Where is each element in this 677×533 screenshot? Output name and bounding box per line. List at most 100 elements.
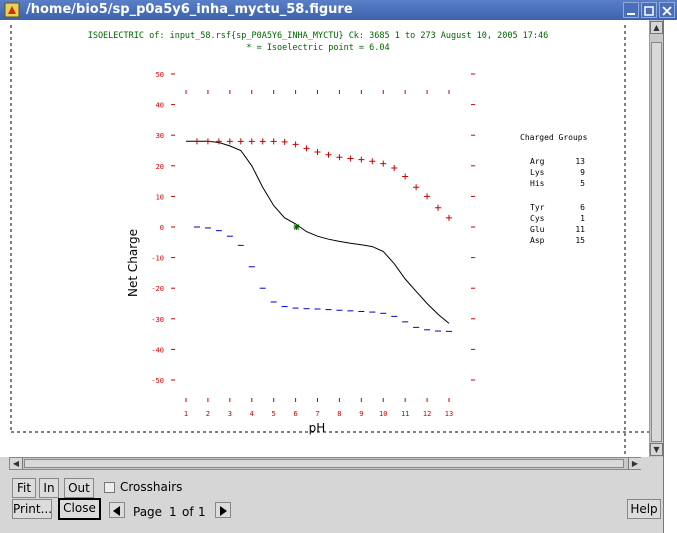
- positive-charge-marker: [358, 156, 365, 163]
- positive-charge-marker: [215, 138, 222, 145]
- horizontal-scroll-thumb[interactable]: [24, 459, 624, 468]
- page-total: 1: [198, 505, 206, 519]
- x-tick-label: 8: [337, 410, 341, 418]
- y-tick-label: -20: [151, 285, 164, 293]
- y-tick-label: -10: [151, 255, 164, 263]
- legend-group-count: 15: [575, 236, 585, 245]
- x-axis-label: pH: [309, 421, 326, 435]
- y-tick-label: 0: [160, 224, 164, 232]
- chart-subtitle: * = Isoelectric point = 6.04: [246, 43, 389, 53]
- x-tick-label: 6: [293, 410, 297, 418]
- positive-charge-marker: [292, 141, 299, 148]
- close-button[interactable]: Close: [58, 498, 101, 520]
- help-button[interactable]: Help: [627, 499, 661, 519]
- positive-charge-marker: [336, 154, 343, 161]
- positive-charge-marker: [281, 138, 288, 145]
- y-tick-label: 20: [156, 163, 164, 171]
- y-tick-label: -30: [151, 316, 164, 324]
- positive-charge-marker: [424, 193, 431, 200]
- fit-button[interactable]: Fit: [12, 478, 36, 498]
- maximize-button[interactable]: [641, 2, 657, 18]
- positive-charge-marker: [402, 173, 409, 180]
- x-tick-label: 11: [401, 410, 409, 418]
- zoom-in-button[interactable]: In: [39, 478, 59, 498]
- y-tick-label: -40: [151, 346, 164, 354]
- horizontal-scrollbar[interactable]: ◀ ▶: [9, 457, 641, 470]
- y-tick-label: -50: [151, 377, 164, 385]
- y-tick-label: 50: [156, 71, 164, 79]
- crosshairs-checkbox[interactable]: [104, 482, 115, 493]
- close-icon: [662, 6, 672, 16]
- window-titlebar: /home/bio5/sp_p0a5y6_inha_myctu_58.figur…: [0, 0, 677, 20]
- legend-group-count: 6: [580, 203, 585, 212]
- zoom-out-button[interactable]: Out: [64, 478, 94, 498]
- previous-page-button[interactable]: [109, 502, 125, 518]
- legend-group-count: 1: [580, 214, 585, 223]
- x-tick-label: 2: [206, 410, 210, 418]
- y-tick-label: 10: [156, 193, 164, 201]
- positive-charge-marker: [204, 138, 211, 145]
- x-tick-label: 9: [359, 410, 363, 418]
- page-label: Page: [133, 505, 163, 519]
- legend-group-count: 5: [580, 179, 585, 188]
- data-series: [186, 138, 452, 332]
- legend-group-count: 9: [580, 168, 585, 177]
- charged-groups-legend: Charged Groups Arg 13 Lys 9 His 5 Tyr 6 Cys 1 Glu 11…: [520, 133, 588, 245]
- y-axis-label: Net Charge: [126, 229, 140, 297]
- next-page-button[interactable]: [215, 502, 231, 518]
- x-tick-label: 1: [184, 410, 188, 418]
- positive-charge-marker: [303, 145, 310, 152]
- tick-marks: [171, 73, 475, 402]
- legend-group-name: Asp: [530, 236, 545, 245]
- isoelectric-point-marker: [293, 224, 300, 230]
- positive-charge-marker: [259, 138, 266, 145]
- net-charge-curve: [186, 140, 450, 324]
- legend-group-name: His: [530, 179, 545, 188]
- figure-canvas: ISOELECTRIC of: input_58.rsf{sp_P0A5Y6_I…: [0, 20, 677, 457]
- close-window-button[interactable]: [659, 2, 675, 18]
- minimize-button[interactable]: [623, 2, 639, 18]
- page-current: 1: [169, 505, 177, 519]
- legend-group-name: Lys: [530, 168, 545, 177]
- legend-title: Charged Groups: [520, 133, 588, 142]
- triangle-left-icon: [113, 506, 120, 516]
- x-tick-label: 4: [250, 410, 254, 418]
- legend-group-name: Glu: [530, 225, 545, 234]
- triangle-right-icon: [220, 506, 227, 516]
- chart-title: ISOELECTRIC of: input_58.rsf{sp_P0A5Y6_I…: [88, 31, 549, 41]
- scroll-up-arrow-icon[interactable]: ▲: [650, 21, 663, 34]
- crosshairs-label: Crosshairs: [120, 480, 183, 494]
- print-button[interactable]: Print...: [12, 499, 52, 519]
- positive-charge-marker: [435, 204, 442, 211]
- legend-group-name: Tyr: [530, 203, 545, 212]
- x-tick-label: 12: [423, 410, 431, 418]
- window-title: /home/bio5/sp_p0a5y6_inha_myctu_58.figur…: [26, 2, 353, 17]
- x-tick-label: 3: [228, 410, 232, 418]
- x-tick-label: 5: [272, 410, 276, 418]
- scroll-right-arrow-icon[interactable]: ▶: [628, 458, 641, 469]
- positive-charge-marker: [270, 138, 277, 145]
- maximize-icon: [644, 6, 654, 16]
- scroll-down-arrow-icon[interactable]: ▼: [650, 443, 663, 456]
- isoelectric-chart: ISOELECTRIC of: input_58.rsf{sp_P0A5Y6_I…: [10, 25, 649, 457]
- y-tick-label: 40: [156, 102, 164, 110]
- legend-group-count: 11: [575, 225, 585, 234]
- minimize-icon: [627, 13, 635, 15]
- vertical-scrollbar[interactable]: ▲ ▼: [649, 20, 663, 457]
- positive-charge-marker: [446, 214, 452, 221]
- legend-group-name: Arg: [530, 157, 545, 166]
- positive-charge-marker: [248, 138, 255, 145]
- y-tick-label: 30: [156, 132, 164, 140]
- legend-group-count: 13: [575, 157, 585, 166]
- positive-charge-marker: [237, 138, 244, 145]
- legend-group-name: Cys: [530, 214, 545, 223]
- x-tick-label: 10: [379, 410, 387, 418]
- vertical-scroll-thumb[interactable]: [651, 42, 662, 442]
- scroll-left-arrow-icon[interactable]: ◀: [10, 458, 23, 469]
- positive-charge-marker: [369, 158, 376, 165]
- positive-charge-marker: [193, 138, 200, 145]
- positive-charge-marker: [314, 149, 321, 156]
- x-tick-label: 13: [445, 410, 453, 418]
- window-menu-icon[interactable]: [4, 2, 20, 18]
